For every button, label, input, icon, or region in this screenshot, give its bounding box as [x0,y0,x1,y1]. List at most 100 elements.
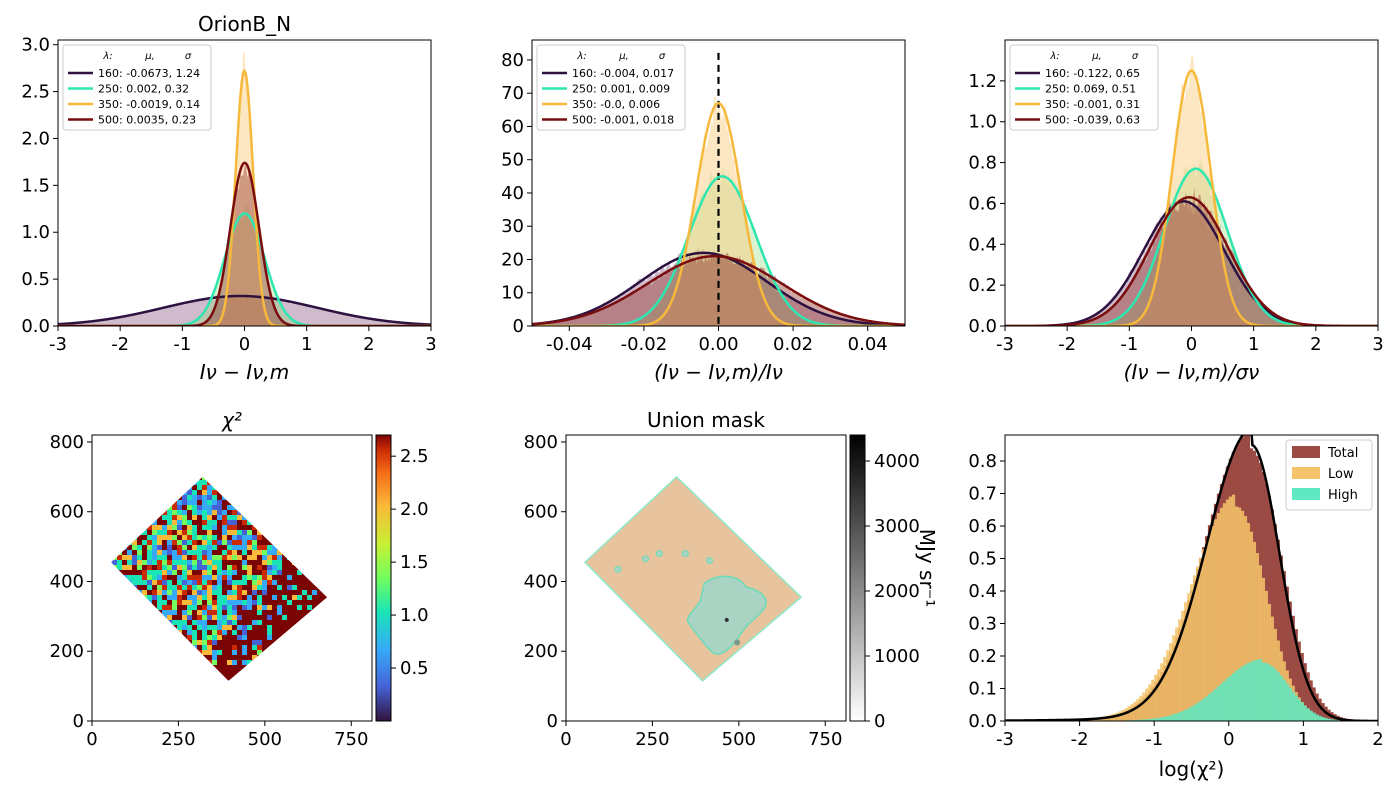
chi2-pixel [197,435,202,440]
chi2-pixel [112,540,117,545]
chi2-pixel [222,535,227,540]
chi2-pixel [362,595,367,600]
chi2-pixel [352,490,357,495]
hist-bar-high [1219,683,1224,721]
hist-bar-high [1234,670,1239,721]
chi2-pixel [267,480,272,485]
chi2-pixel [297,660,302,665]
chi2-pixel [182,545,187,550]
chi2-pixel [277,535,282,540]
chi2-pixel [352,535,357,540]
chi2-pixel [312,670,317,675]
chi2-pixel [262,615,267,620]
chi2-pixel [207,665,212,670]
chi2-pixel [322,480,327,485]
chi2-pixel [157,476,162,480]
chi2-pixel [111,476,112,480]
chi2-pixel [192,510,197,515]
chi2-pixel [172,600,177,605]
chi2-pixel [242,505,247,510]
chi2-pixel [192,715,197,720]
chi2-pixel [232,620,237,625]
chi2-pixel [227,630,232,635]
chi2-pixel [297,625,302,630]
chi2-pixel [182,445,187,450]
chi2-pixel [92,500,97,505]
chi2-pixel [362,570,367,575]
chi2-pixel [252,565,257,570]
chi2-pixel [242,705,247,710]
chi2-pixel [352,630,357,635]
chi2-pixel [302,470,307,475]
chi2-pixel [292,480,297,485]
chi2-pixel [232,715,237,720]
chi2-pixel [367,605,372,610]
chi2-pixel [267,700,272,705]
chi2-pixel [127,540,132,545]
chi2-pixel [182,710,187,715]
chi2-pixel [292,450,297,455]
chi2-pixel [347,620,352,625]
chi2-pixel [182,570,187,575]
chi2-pixel [327,480,328,485]
chi2-pixel [322,655,327,660]
chi2-pixel [227,476,232,480]
hist-bar-high [1201,698,1206,721]
chi2-pixel [247,590,252,595]
chi2-pixel [97,675,102,680]
chi2-pixel [287,680,292,681]
chi2-pixel [342,500,347,505]
chi2-pixel [287,690,292,695]
chi2-pixel [297,680,302,681]
chi2-pixel [337,685,342,690]
chi2-pixel [347,530,352,535]
chi2-pixel [342,535,347,540]
chi2-pixel [172,575,177,580]
chi2-pixel [167,485,172,490]
chi2-pixel [202,580,207,585]
chi2-pixel [267,545,272,550]
hist-bar-high [1225,678,1230,721]
chi2-pixel [227,650,232,655]
chi2-pixel [212,640,217,645]
chi2-pixel [227,495,232,500]
chi2-pixel [247,705,252,710]
chi2-pixel [327,510,328,515]
chi2-pixel [147,550,152,555]
chi2-pixel [111,525,112,530]
chi2-pixel [247,665,252,670]
chi2-pixel [102,690,107,695]
chi2-pixel [132,585,137,590]
chi2-pixel [107,455,112,460]
chi2-pixel [117,535,122,540]
chi2-pixel [122,545,127,550]
chi2-pixel [137,615,142,620]
chi2-pixel [357,710,362,715]
chi2-pixel [192,470,197,475]
chi2-pixel [277,510,282,515]
chi2-pixel [357,485,362,490]
chi2-pixel [322,705,327,710]
chi2-pixel [162,660,167,665]
chi2-pixel [167,610,172,615]
hist-bar-high [1187,708,1191,721]
chi2-pixel [137,565,142,570]
chi2-pixel [212,585,217,590]
chi2-pixel [117,680,122,681]
chi2-pixel [362,435,367,440]
chi2-pixel [307,580,312,585]
chi2-pixel [342,495,347,500]
chi2-pixel [307,530,312,535]
chi2-pixel [357,550,362,555]
chi2-pixel [102,685,107,690]
chi2-pixel [357,685,362,690]
chi2-pixel [292,685,297,690]
chi2-pixel [197,520,202,525]
chi2-pixel [247,530,252,535]
high-spot [614,565,622,573]
chi2-pixel [317,525,322,530]
chi2-pixel [332,595,337,600]
chi2-pixel [292,660,297,665]
chi2-pixel [111,605,112,610]
chi2-pixel [92,700,97,705]
